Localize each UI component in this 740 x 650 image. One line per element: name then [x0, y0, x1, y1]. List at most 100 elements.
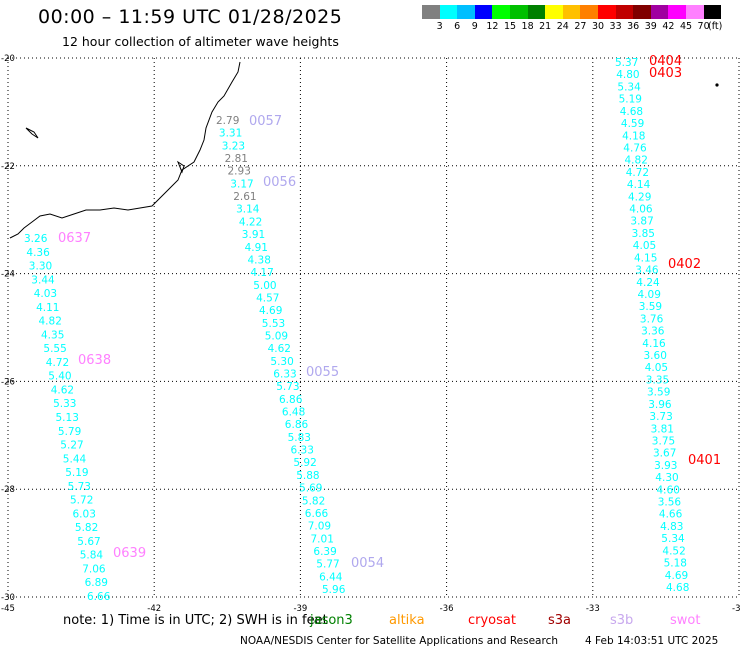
latitude-label: -22	[1, 162, 15, 172]
wave-height-label: 4.82	[39, 316, 62, 328]
wave-height-label: 4.17	[250, 267, 273, 279]
wave-height-label: 4.68	[620, 106, 643, 118]
wave-height-label: 3.59	[639, 301, 662, 313]
wave-height-label: 4.69	[665, 570, 688, 582]
wave-height-label: 5.73	[276, 381, 299, 393]
wave-height-label: 5.77	[316, 559, 339, 571]
wave-height-label: 3.31	[219, 128, 242, 140]
wave-height-label: 5.69	[299, 483, 322, 495]
wave-height-label: 4.14	[627, 179, 651, 191]
colorbar-tick-label: 30	[591, 21, 605, 32]
time-tag: 0403	[649, 66, 682, 81]
colorbar-swatch	[474, 5, 493, 19]
wave-height-label: 6.33	[273, 369, 296, 381]
colorbar-swatch	[527, 5, 546, 19]
wave-height-label: 4.35	[41, 329, 64, 341]
wave-height-label: 5.82	[302, 495, 325, 507]
colorbar-tick-label: 36	[627, 21, 640, 32]
wave-height-label: 5.72	[70, 495, 93, 507]
colorbar-tick-label: 9	[471, 21, 478, 32]
wave-height-label: 2.79	[216, 115, 239, 127]
colorbar	[422, 5, 722, 19]
colorbar-swatch	[439, 5, 458, 19]
wave-height-label: 6.03	[73, 508, 96, 520]
wave-height-label: 5.82	[75, 522, 98, 534]
wave-height-label: 4.15	[634, 252, 657, 264]
wave-height-label: 4.60	[657, 484, 680, 496]
wave-height-label: 4.05	[645, 362, 668, 374]
colorbar-swatch	[422, 5, 440, 19]
colorbar-swatch	[615, 5, 634, 19]
wave-height-label: 4.91	[245, 242, 268, 254]
colorbar-tick-label: 33	[609, 21, 622, 32]
wave-height-label: 5.73	[68, 481, 91, 493]
colorbar-tick-label: 6	[454, 21, 461, 32]
island-outline-2	[176, 160, 185, 174]
wave-height-label: 5.13	[56, 412, 79, 424]
wave-height-label: 5.18	[664, 558, 687, 570]
time-tag: 0401	[688, 453, 721, 468]
wave-height-label: 6.66	[305, 508, 329, 520]
latitude-label: -28	[1, 485, 15, 495]
latitude-label: -20	[1, 54, 15, 64]
wave-height-label: 3.73	[649, 411, 672, 423]
wave-height-label: 5.09	[265, 331, 288, 343]
satellite-legend-item: jason3	[310, 613, 353, 628]
colorbar-tick-label: 3	[436, 21, 443, 32]
colorbar-tick-label: 45	[679, 21, 693, 32]
longitude-label: -36	[440, 604, 454, 614]
wave-height-label: 5.53	[262, 318, 285, 330]
wave-height-label: 2.93	[228, 166, 251, 178]
colorbar-tick-label: (ft)	[708, 21, 723, 32]
time-tag: 0402	[668, 257, 701, 272]
wave-height-label: 7.01	[311, 533, 334, 545]
wave-height-label: 4.69	[259, 305, 282, 317]
wave-height-label: 4.36	[26, 247, 50, 259]
wave-height-label: 6.33	[291, 445, 314, 457]
map-title: 00:00 – 11:59 UTC 01/28/2025	[38, 6, 343, 28]
wave-height-label: 4.76	[623, 143, 647, 155]
colorbar-swatch	[509, 5, 528, 19]
colorbar-tick-label: 42	[662, 21, 675, 32]
wave-height-label: 6.48	[282, 407, 305, 419]
wave-height-label: 4.29	[628, 191, 651, 203]
wave-height-label: 6.86	[285, 419, 309, 431]
satellite-legend-item: s3a	[548, 613, 572, 628]
coastline	[9, 61, 241, 239]
satellite-legend-item: cryosat	[468, 613, 516, 628]
island-dot	[715, 83, 719, 87]
wave-height-label: 4.16	[642, 338, 666, 350]
wave-height-label: 7.06	[82, 564, 106, 576]
colorbar-ticks: 3 6 9 12 15 18 21 24 27 30 33 36 39 42 45 70 (ft)	[422, 21, 737, 33]
colorbar-swatch	[580, 5, 598, 19]
wave-height-label: 5.34	[661, 533, 685, 545]
wave-height-label: 4.83	[660, 521, 683, 533]
wave-height-label: 5.79	[58, 426, 81, 438]
satellite-legend-item: swot	[670, 613, 701, 628]
wave-height-label: 5.84	[80, 550, 104, 562]
wave-height-label: 3.93	[654, 460, 677, 472]
longitude-label: -45	[1, 604, 15, 614]
footer-timestamp: 4 Feb 14:03:51 UTC 2025	[585, 635, 719, 647]
wave-height-label: 4.06	[629, 204, 653, 216]
wave-height-label: 3.56	[658, 497, 682, 509]
wave-height-label: 5.30	[270, 356, 293, 368]
wave-height-label: 4.59	[621, 118, 644, 130]
wave-height-label: 2.81	[225, 153, 248, 165]
wave-height-label: 5.96	[322, 584, 346, 596]
wave-height-label: 6.66	[87, 591, 111, 603]
wave-height-label: 7.09	[308, 521, 331, 533]
wave-height-label: 4.05	[633, 240, 656, 252]
wave-height-label: 6.86	[279, 394, 303, 406]
wave-height-label: 3.26	[24, 233, 48, 245]
colorbar-swatch	[650, 5, 669, 19]
time-tag: 0057	[249, 114, 282, 129]
colorbar-tick-label: 21	[539, 21, 552, 32]
colorbar-swatch	[685, 5, 704, 19]
wave-height-label: 6.89	[85, 577, 108, 589]
latitude-label: -24	[1, 270, 15, 280]
wave-height-label: 5.33	[53, 398, 76, 410]
wave-height-label: 5.40	[48, 371, 71, 383]
wave-height-label: 4.82	[625, 155, 648, 167]
